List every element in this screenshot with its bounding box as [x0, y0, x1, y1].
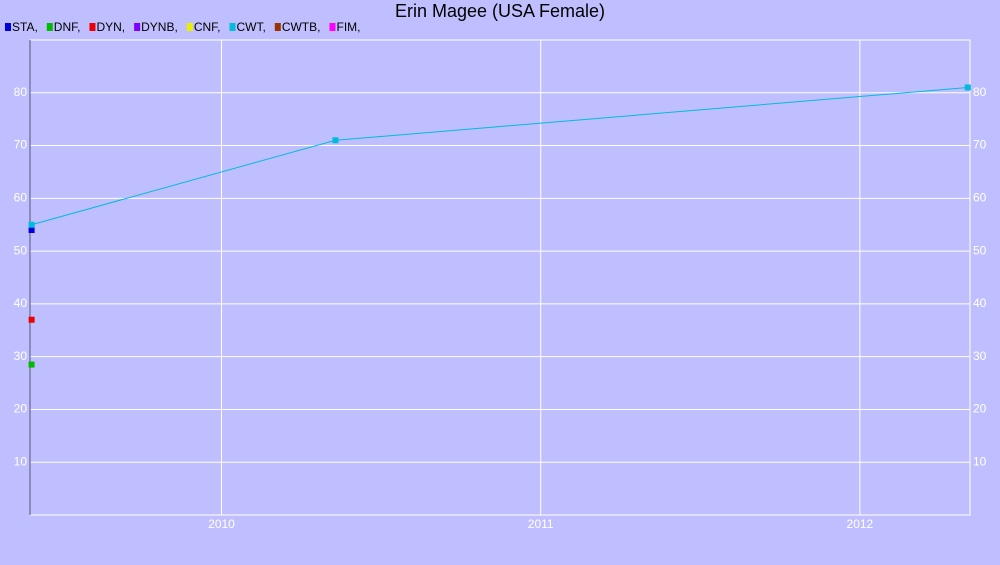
y2-tick-label: 60 [973, 191, 987, 205]
data-point [28, 316, 35, 323]
y-tick-label: 30 [14, 349, 28, 363]
legend-label: DYN, [96, 20, 125, 34]
y2-tick-label: 70 [973, 138, 987, 152]
data-point [28, 221, 35, 228]
legend-swatch [46, 23, 53, 31]
legend-swatch [329, 23, 336, 31]
y-tick-label: 60 [14, 191, 28, 205]
x-tick-label: 2010 [208, 517, 235, 531]
data-point [28, 361, 35, 368]
chart-title: Erin Magee (USA Female) [395, 1, 605, 21]
legend-label: CNF, [194, 20, 221, 34]
legend-swatch [186, 23, 193, 31]
y2-tick-label: 80 [973, 85, 987, 99]
x-tick-label: 2012 [847, 517, 874, 531]
data-point [28, 227, 35, 233]
y-tick-label: 10 [14, 454, 28, 468]
y2-tick-label: 30 [973, 349, 987, 363]
y-tick-label: 80 [14, 85, 28, 99]
legend-swatch [5, 23, 11, 31]
legend-swatch [274, 23, 281, 31]
data-point [964, 84, 971, 91]
y-tick-label: 20 [14, 402, 28, 416]
y2-tick-label: 10 [973, 454, 987, 468]
data-point [332, 137, 339, 144]
y2-tick-label: 20 [973, 402, 987, 416]
y2-tick-label: 40 [973, 296, 987, 310]
x-tick-label: 2011 [528, 517, 554, 531]
legend-label: CWT, [236, 20, 265, 34]
legend-label: DNF, [54, 20, 81, 34]
legend-label: CWTB, [282, 20, 321, 34]
plot-area [29, 39, 971, 516]
legend-label: FIM, [336, 20, 360, 34]
legend-label: STA, [12, 20, 38, 34]
legend-swatch [89, 23, 96, 31]
y-tick-label: 70 [14, 138, 28, 152]
y2-tick-label: 50 [973, 243, 987, 257]
y-tick-label: 50 [14, 243, 28, 257]
legend-swatch [134, 23, 141, 31]
y-tick-label: 40 [14, 296, 28, 310]
legend-swatch [229, 23, 236, 31]
legend-label: DYNB, [141, 20, 178, 34]
